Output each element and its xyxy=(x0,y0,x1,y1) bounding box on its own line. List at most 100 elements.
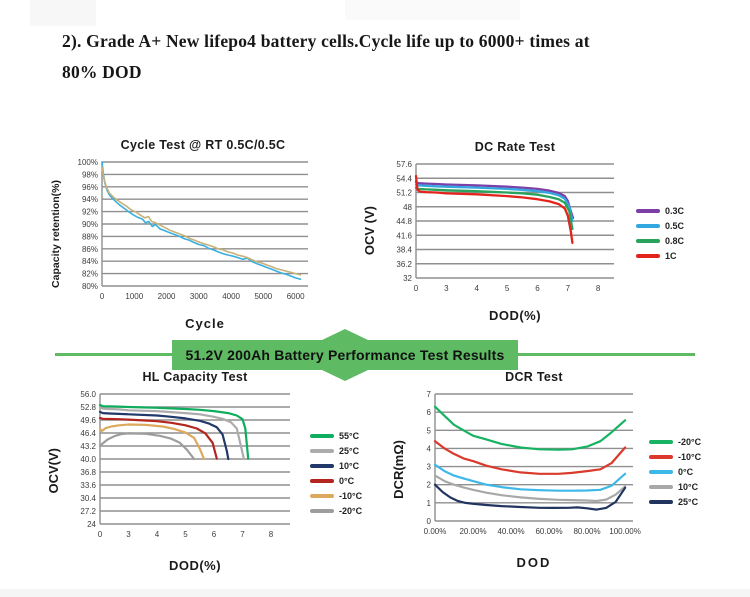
y-tick-label: 54.4 xyxy=(396,174,412,183)
legend-line-swatch xyxy=(310,449,334,453)
series-line-0.5C xyxy=(414,183,574,223)
cycle-test-chart: Cycle Test @ RT 0.5C/0.5C Capacity reten… xyxy=(50,138,316,331)
legend-line-swatch xyxy=(310,464,334,468)
y-tick-label: 7 xyxy=(427,390,432,399)
legend-label: 0°C xyxy=(339,476,355,486)
series-line-cell-sample-blue xyxy=(101,161,302,280)
legend-item: 10°C xyxy=(310,459,362,474)
banner-box: 51.2V 200Ah Battery Performance Test Res… xyxy=(172,329,518,381)
y-tick-label: 84% xyxy=(82,257,98,266)
x-tick-label: 60.00% xyxy=(535,527,562,536)
legend-item: 0.8C xyxy=(636,234,684,249)
legend-line-swatch xyxy=(636,239,660,243)
legend-label: -10°C xyxy=(339,491,363,501)
x-tick-label: 20.00% xyxy=(459,527,486,536)
x-tick-label: 7 xyxy=(566,284,571,293)
legend-label: -20°C xyxy=(678,437,702,447)
legend-label: 25°C xyxy=(339,446,360,456)
y-tick-label: 5 xyxy=(427,426,432,435)
x-tick-label: 6 xyxy=(535,284,540,293)
legend-item: 25°C xyxy=(649,495,701,510)
dc-rate-test-title: DC Rate Test xyxy=(474,140,556,154)
dc-rate-test-ylabel: OCV (V) xyxy=(362,205,377,256)
x-tick-label: 0 xyxy=(98,530,103,539)
banner-text: 51.2V 200Ah Battery Performance Test Res… xyxy=(185,347,505,363)
x-tick-label: 0 xyxy=(100,292,105,301)
y-tick-label: 3 xyxy=(427,463,432,472)
page-title-line2: 80% DOD xyxy=(62,62,142,82)
legend-label: -20°C xyxy=(339,506,363,516)
y-tick-label: 40.0 xyxy=(80,455,96,464)
legend-label: 0°C xyxy=(678,467,694,477)
y-tick-label: 96% xyxy=(82,183,98,192)
y-tick-label: 94% xyxy=(82,195,98,204)
scan-artifact xyxy=(0,589,750,597)
y-tick-label: 33.6 xyxy=(80,481,96,490)
x-tick-label: 8 xyxy=(596,284,601,293)
cycle-test-title: Cycle Test @ RT 0.5C/0.5C xyxy=(120,138,286,152)
x-tick-label: 8 xyxy=(269,530,274,539)
series-line-0°C xyxy=(98,416,218,460)
x-tick-label: 4 xyxy=(155,530,160,539)
y-tick-label: 86% xyxy=(82,245,98,254)
legend-line-swatch xyxy=(310,434,334,438)
series-line--10°C xyxy=(433,440,627,475)
cycle-test-xlabel: Cycle xyxy=(185,316,225,331)
hl-capacity-test-ylabel: OCV(V) xyxy=(46,447,61,494)
series-line-cell-sample-tan xyxy=(101,166,302,276)
legend-line-swatch xyxy=(649,500,673,504)
legend-line-swatch xyxy=(649,470,673,474)
x-tick-label: 100.00% xyxy=(609,527,641,536)
x-tick-label: 6 xyxy=(212,530,217,539)
legend-item: 0°C xyxy=(649,465,701,480)
legend-item: -20°C xyxy=(649,435,701,450)
x-tick-label: 6000 xyxy=(287,292,305,301)
series-line-1C xyxy=(414,174,574,244)
legend-item: 25°C xyxy=(310,444,362,459)
cycle-test-ylabel: Capacity retention(%) xyxy=(50,179,62,288)
legend-line-swatch xyxy=(310,509,334,513)
x-tick-label: 0 xyxy=(414,284,419,293)
y-tick-label: 32 xyxy=(403,274,412,283)
y-tick-label: 24 xyxy=(87,520,96,529)
legend-line-swatch xyxy=(310,479,334,483)
y-tick-label: 92% xyxy=(82,208,98,217)
y-tick-label: 48 xyxy=(403,203,412,212)
y-tick-label: 88% xyxy=(82,232,98,241)
y-tick-label: 2 xyxy=(427,481,432,490)
legend-line-swatch xyxy=(649,455,673,459)
legend-item: 0.5C xyxy=(636,219,684,234)
y-tick-label: 36.8 xyxy=(80,468,96,477)
legend-line-swatch xyxy=(649,440,673,444)
dcr-test-legend: -20°C -10°C 0°C 10°C 25°C xyxy=(649,435,701,510)
y-tick-label: 49.6 xyxy=(80,416,96,425)
y-tick-label: 80% xyxy=(82,282,98,291)
x-tick-label: 5 xyxy=(183,530,188,539)
legend-item: 55°C xyxy=(310,429,362,444)
y-tick-label: 38.4 xyxy=(396,246,412,255)
legend-line-swatch xyxy=(649,485,673,489)
series-line-55°C xyxy=(98,403,250,460)
legend-label: 25°C xyxy=(678,497,699,507)
y-tick-label: 4 xyxy=(427,444,432,453)
x-tick-label: 4000 xyxy=(222,292,240,301)
y-tick-label: 0 xyxy=(427,517,432,526)
y-tick-label: 82% xyxy=(82,270,98,279)
hl-capacity-test-legend: 55°C 25°C 10°C 0°C -10°C -20°C xyxy=(310,429,362,519)
series-line-0.8C xyxy=(414,186,574,231)
series-line--20°C xyxy=(433,405,627,451)
dcr-test-title: DCR Test xyxy=(505,370,563,384)
dcr-test-xlabel: DOD xyxy=(516,555,552,570)
x-tick-label: 3 xyxy=(444,284,449,293)
series-line-10°C xyxy=(98,410,230,461)
y-tick-label: 30.4 xyxy=(80,494,96,503)
legend-label: -10°C xyxy=(678,452,702,462)
hl-capacity-test-title: HL Capacity Test xyxy=(142,370,248,384)
y-tick-label: 36.2 xyxy=(396,260,412,269)
series-line-25°C xyxy=(433,483,627,511)
legend-label: 55°C xyxy=(339,431,360,441)
page-title: 2). Grade A+ New lifepo4 battery cells.C… xyxy=(62,26,682,88)
series-line-0°C xyxy=(433,463,627,492)
y-tick-label: 57.6 xyxy=(396,160,412,169)
